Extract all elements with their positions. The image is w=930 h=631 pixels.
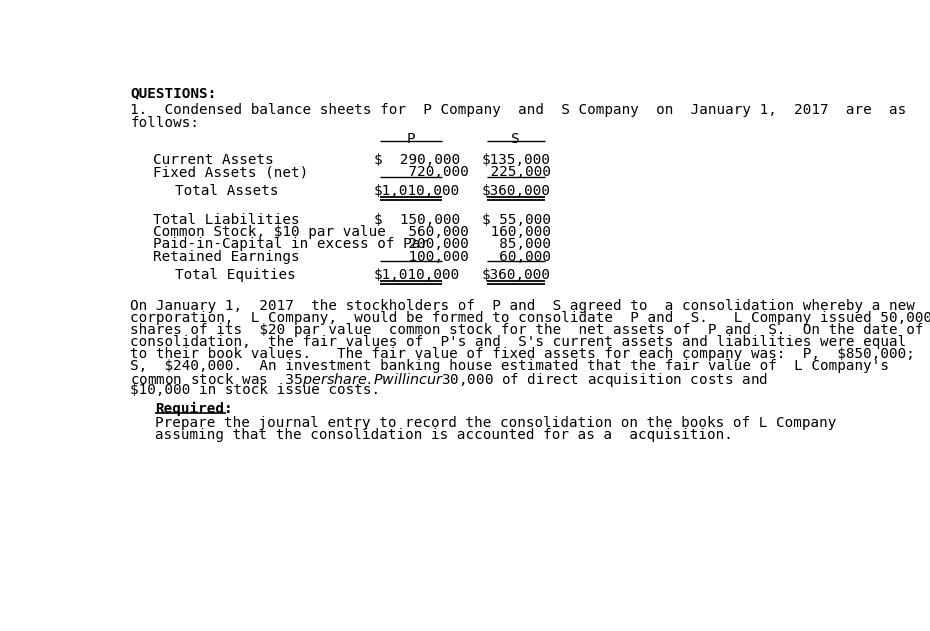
Text: follows:: follows: (130, 115, 199, 130)
Text: $10,000 in stock issue costs.: $10,000 in stock issue costs. (130, 382, 380, 396)
Text: 60,000: 60,000 (482, 250, 551, 264)
Text: to their book values.   The fair value of fixed assets for each company was:  P,: to their book values. The fair value of … (130, 347, 915, 361)
Text: 1.  Condensed balance sheets for  P Company  and  S Company  on  January 1,  201: 1. Condensed balance sheets for P Compan… (130, 103, 907, 117)
Text: Total Equities: Total Equities (175, 268, 296, 282)
Text: Paid-in-Capital in excess of Par: Paid-in-Capital in excess of Par (153, 237, 430, 251)
Text: 225,000: 225,000 (482, 165, 551, 179)
Text: Required:: Required: (155, 402, 232, 416)
Text: $1,010,000: $1,010,000 (374, 184, 459, 198)
Text: Total Liabilities: Total Liabilities (153, 213, 300, 227)
Text: 100,000: 100,000 (374, 250, 469, 264)
Text: Retained Earnings: Retained Earnings (153, 250, 300, 264)
Text: Fixed Assets (net): Fixed Assets (net) (153, 165, 309, 179)
Text: Common Stock, $10 par value: Common Stock, $10 par value (153, 225, 386, 239)
Text: Prepare the journal entry to record the consolidation on the books of L Company: Prepare the journal entry to record the … (155, 416, 836, 430)
Text: S: S (512, 132, 520, 146)
Text: $  290,000: $ 290,000 (374, 153, 459, 167)
Text: $135,000: $135,000 (482, 153, 551, 167)
Text: 200,000: 200,000 (374, 237, 469, 251)
Text: $  150,000: $ 150,000 (374, 213, 459, 227)
Text: assuming that the consolidation is accounted for as a  acquisition.: assuming that the consolidation is accou… (155, 428, 733, 442)
Text: QUESTIONS:: QUESTIONS: (130, 86, 217, 100)
Text: $360,000: $360,000 (482, 184, 551, 198)
Text: corporation,  L Company,  would be formed to consolidate  P and  S.   L Company : corporation, L Company, would be formed … (130, 311, 930, 325)
Text: common stock was  $35 per share.   P will incur  $30,000 of direct acquisition c: common stock was $35 per share. P will i… (130, 370, 768, 389)
Text: On January 1,  2017  the stockholders of  P and  S agreed to  a consolidation wh: On January 1, 2017 the stockholders of P… (130, 299, 915, 313)
Text: 720,000: 720,000 (374, 165, 469, 179)
Text: Total Assets: Total Assets (175, 184, 279, 198)
Text: Current Assets: Current Assets (153, 153, 274, 167)
Text: S,  $240,000.  An investment banking house estimated that the fair value of  L C: S, $240,000. An investment banking house… (130, 358, 889, 373)
Text: consolidation,  the fair values of  P's and  S's current assets and liabilities : consolidation, the fair values of P's an… (130, 335, 907, 349)
Text: $1,010,000: $1,010,000 (374, 268, 459, 282)
Text: $ 55,000: $ 55,000 (482, 213, 551, 227)
Text: shares of its  $20 par value  common stock for the  net assets of  P and  S.  On: shares of its $20 par value common stock… (130, 323, 923, 337)
Text: 160,000: 160,000 (482, 225, 551, 239)
Text: 560,000: 560,000 (374, 225, 469, 239)
Text: P: P (407, 132, 416, 146)
Text: $360,000: $360,000 (482, 268, 551, 282)
Text: 85,000: 85,000 (482, 237, 551, 251)
